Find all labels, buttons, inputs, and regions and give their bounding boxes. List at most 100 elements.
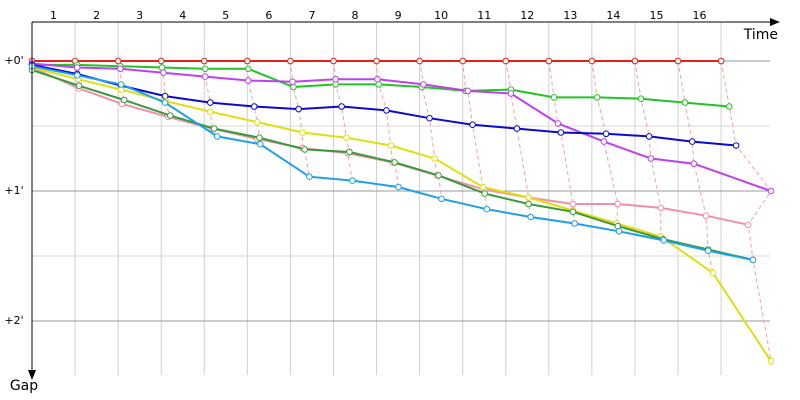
point (375, 81, 382, 88)
point (525, 194, 532, 201)
point (207, 99, 214, 106)
point (201, 73, 209, 80)
point (161, 99, 169, 106)
x-tick-label: 16 (693, 9, 707, 22)
point (483, 205, 491, 213)
x-tick-label: 8 (352, 9, 359, 22)
point (158, 64, 166, 71)
point (391, 159, 398, 166)
x-tick-label: 4 (179, 9, 186, 22)
x-axis-label: Time (743, 27, 778, 43)
point (615, 228, 623, 235)
point (256, 140, 264, 148)
point (588, 57, 596, 65)
point (569, 200, 577, 208)
point (469, 121, 476, 128)
lap-connector (634, 60, 665, 241)
lap-connector (548, 60, 576, 224)
series-line (31, 62, 772, 192)
point (346, 148, 353, 156)
x-tick-label: 1 (50, 9, 57, 22)
point (674, 57, 682, 65)
lap-connector (203, 60, 218, 137)
point (690, 160, 698, 167)
x-tick-label: 15 (649, 9, 663, 22)
point (157, 57, 165, 65)
x-tick-label: 10 (434, 9, 448, 22)
point (717, 57, 725, 65)
axes: Time Gap 1 2 3 4 5 6 7 8 9 10 11 12 13 14 15 16+0'+1'+2… (4, 9, 780, 394)
x-tick-label: 5 (222, 9, 229, 22)
y-axis-label: Gap (10, 378, 38, 394)
point (527, 213, 535, 221)
point (569, 208, 577, 216)
point (481, 190, 488, 197)
point (435, 172, 442, 179)
point (210, 125, 218, 132)
point (593, 94, 601, 101)
point (301, 146, 308, 153)
point (244, 65, 252, 73)
point (160, 69, 167, 76)
y-tick-label: +2' (4, 314, 23, 327)
point (420, 81, 427, 88)
y-axis-arrow (28, 370, 36, 380)
x-tick-label: 6 (265, 9, 272, 22)
point (116, 65, 124, 73)
point (502, 57, 510, 65)
point (767, 358, 775, 365)
point (338, 103, 345, 110)
point (749, 256, 757, 264)
x-tick-label: 11 (477, 9, 491, 22)
point (550, 94, 558, 101)
point (395, 183, 402, 191)
point (161, 92, 169, 100)
point (637, 95, 645, 102)
point (513, 125, 521, 132)
point (383, 107, 390, 114)
point (387, 142, 395, 149)
point (688, 138, 696, 145)
point (253, 118, 261, 126)
point (681, 99, 689, 106)
x-tick-label: 3 (136, 9, 143, 22)
point (374, 75, 381, 83)
point (767, 187, 775, 195)
lap-connector (677, 60, 714, 274)
point (725, 103, 733, 110)
point (290, 83, 297, 91)
point (295, 105, 302, 113)
point (244, 57, 251, 65)
grid (32, 22, 770, 375)
point (557, 129, 565, 136)
point (464, 87, 472, 95)
x-tick-label: 7 (308, 9, 315, 22)
point (117, 81, 125, 88)
y-tick-label: +0' (4, 54, 23, 67)
point (244, 77, 252, 84)
x-tick-label: 13 (563, 9, 577, 22)
point (459, 57, 466, 65)
point (73, 72, 81, 79)
point (287, 57, 294, 65)
x-axis-arrow (770, 18, 780, 26)
point (256, 134, 263, 141)
point (614, 200, 622, 208)
x-tick-label: 9 (395, 9, 402, 22)
point (704, 247, 712, 255)
point (660, 237, 668, 244)
point (332, 75, 339, 83)
point (416, 57, 423, 65)
point (645, 133, 653, 140)
point (373, 57, 380, 65)
point (207, 108, 214, 115)
point (438, 195, 445, 203)
point (330, 57, 337, 65)
point (545, 57, 553, 65)
point (166, 112, 174, 119)
x-tick-label: 12 (520, 9, 534, 22)
point (702, 212, 710, 219)
point (120, 96, 128, 104)
point (657, 204, 665, 212)
